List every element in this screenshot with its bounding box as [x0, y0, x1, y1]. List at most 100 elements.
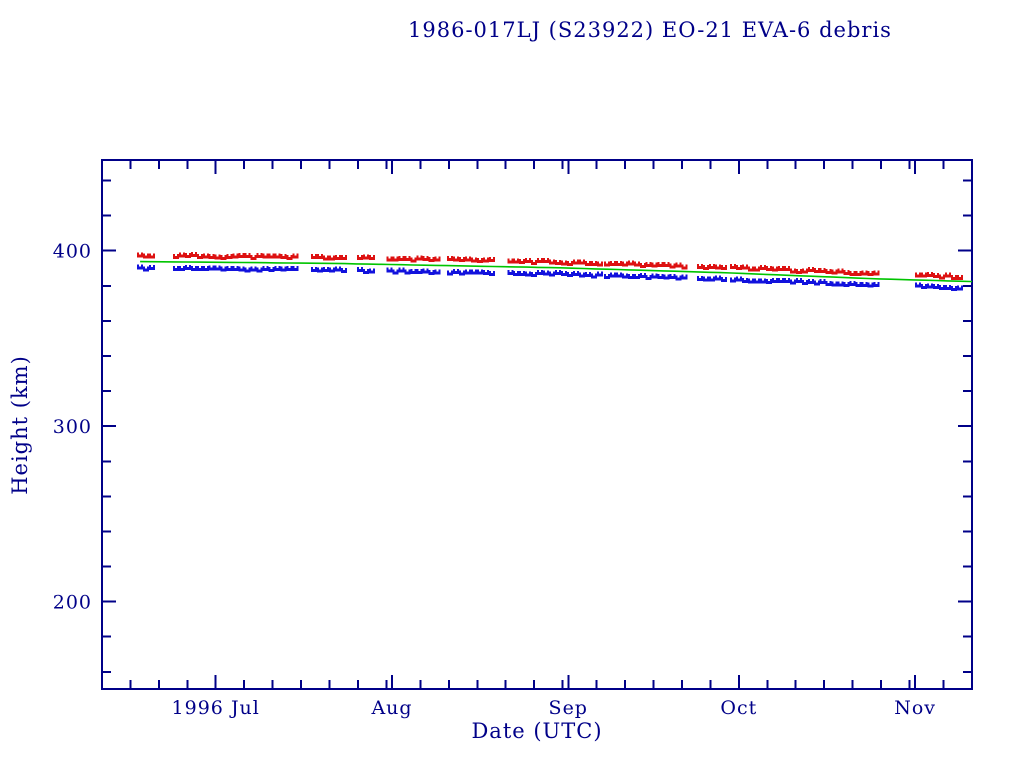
x-tick-label: Aug: [370, 697, 412, 719]
apogee-height-marker-notch: [412, 257, 415, 260]
apogee-height-marker-notch: [222, 254, 225, 257]
perigee-height-marker-notch: [785, 278, 788, 281]
perigee-height-marker: [783, 278, 790, 284]
apogee-height-marker-notch: [598, 261, 601, 264]
apogee-height-marker-notch: [210, 254, 213, 257]
perigee-height-marker-notch: [557, 270, 559, 273]
apogee-height-marker: [921, 272, 927, 278]
perigee-height-marker: [736, 276, 743, 282]
apogee-height-marker: [172, 253, 179, 259]
perigee-height-marker-notch: [779, 277, 782, 280]
apogee-height-marker: [434, 256, 441, 262]
apogee-height-marker-notch: [533, 259, 536, 262]
apogee-height-marker-notch: [430, 256, 433, 259]
apogee-height-marker-notch: [803, 268, 806, 271]
apogee-height-marker: [609, 260, 616, 266]
apogee-height-marker: [458, 257, 465, 262]
apogee-height-marker: [590, 261, 597, 266]
apogee-height-marker: [232, 253, 239, 259]
apogee-height-marker: [428, 256, 435, 262]
apogee-height-marker-notch: [472, 257, 475, 260]
perigee-height-marker-notch: [455, 268, 457, 271]
apogee-height-marker: [363, 254, 370, 260]
apogee-height-marker: [681, 264, 688, 270]
apogee-height-marker: [603, 261, 610, 267]
apogee-height-marker-notch: [575, 259, 577, 262]
perigee-height-marker: [675, 275, 682, 281]
perigee-height-marker: [703, 276, 710, 282]
y-tick-label: 200: [53, 592, 92, 614]
perigee-height-marker-notch: [246, 267, 249, 270]
perigee-height-marker: [956, 285, 963, 291]
apogee-height-marker: [329, 255, 335, 261]
apogee-height-marker: [470, 257, 477, 263]
perigee-height-marker: [214, 265, 221, 271]
apogee-height-marker: [825, 268, 832, 274]
perigee-height-marker: [292, 266, 299, 272]
perigee-height-marker-notch: [683, 274, 686, 277]
perigee-height-marker: [369, 268, 376, 274]
apogee-height-marker: [754, 266, 761, 272]
perigee-height-marker: [470, 269, 477, 275]
apogee-height-marker: [697, 263, 704, 269]
apogee-height-marker-notch: [617, 260, 620, 263]
apogee-height-marker: [262, 253, 269, 259]
apogee-height-marker-notch: [779, 266, 782, 268]
apogee-height-marker-notch: [647, 262, 650, 265]
apogee-height-marker: [709, 263, 716, 269]
perigee-height-marker-notch: [204, 265, 207, 268]
apogee-height-marker: [703, 265, 710, 270]
apogee-height-marker: [736, 264, 743, 270]
apogee-height-marker: [286, 254, 293, 260]
perigee-height-marker-notch: [699, 276, 702, 279]
apogee-height-marker: [651, 262, 658, 268]
perigee-height-marker-notch: [478, 269, 481, 272]
apogee-height-marker-notch: [623, 261, 626, 264]
perigee-height-marker: [286, 265, 293, 271]
perigee-height-marker: [190, 265, 197, 271]
perigee-height-marker: [137, 264, 144, 270]
x-axis-ticks: [129, 160, 945, 689]
apogee-height-marker: [915, 272, 921, 278]
apogee-height-marker: [323, 255, 329, 261]
perigee-height-marker-notch: [717, 275, 720, 278]
perigee-height-marker-notch: [580, 272, 583, 275]
apogee-height-marker-notch: [958, 275, 961, 278]
apogee-height-marker-notch: [400, 256, 403, 259]
apogee-height-marker: [944, 272, 951, 278]
apogee-height-marker-notch: [509, 258, 512, 261]
perigee-height-marker-notch: [598, 271, 601, 274]
perigee-height-marker-notch: [371, 268, 374, 271]
chart-title: 1986-017LJ (S23922) EO-21 EVA-6 debris: [408, 18, 892, 42]
apogee-height-marker: [513, 258, 520, 264]
perigee-height-marker-notch: [252, 266, 255, 269]
perigee-height-marker: [256, 267, 263, 273]
perigee-height-marker: [766, 278, 772, 284]
perigee-height-marker: [627, 273, 634, 279]
apogee-height-marker: [789, 268, 796, 274]
apogee-height-marker: [447, 255, 453, 261]
perigee-height-marker-notch: [928, 283, 931, 286]
apogee-height-marker: [386, 256, 393, 262]
perigee-height-marker-notch: [934, 283, 937, 286]
perigee-height-marker-notch: [325, 267, 327, 270]
perigee-height-marker-notch: [869, 282, 872, 285]
perigee-height-marker-notch: [234, 265, 237, 268]
perigee-height-marker-notch: [723, 276, 726, 279]
apogee-height-marker: [543, 258, 550, 264]
apogee-height-marker-notch: [186, 253, 189, 255]
apogee-height-marker-notch: [294, 253, 297, 256]
apogee-height-marker-notch: [371, 255, 374, 257]
apogee-height-marker-notch: [288, 254, 291, 257]
perigee-height-marker-notch: [343, 268, 345, 271]
perigee-height-marker-notch: [677, 275, 680, 278]
x-axis-tick-labels: 1996 Jul Aug Sep Oct Nov: [172, 697, 935, 719]
apogee-height-marker-notch: [460, 257, 463, 259]
apogee-height-marker-notch: [252, 255, 255, 257]
apogee-height-marker: [843, 270, 850, 276]
apogee-height-marker-notch: [653, 262, 656, 265]
perigee-height-marker: [202, 265, 209, 271]
perigee-height-marker: [578, 272, 585, 278]
x-axis-label: Date (UTC): [471, 719, 603, 743]
perigee-height-marker: [795, 278, 802, 284]
